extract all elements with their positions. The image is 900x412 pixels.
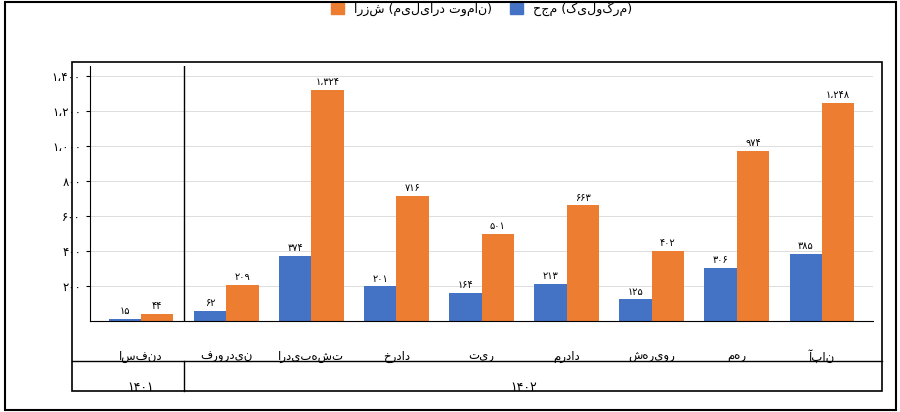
Text: ۶۶۳: ۶۶۳ (575, 193, 590, 203)
Bar (482, 234, 514, 321)
Bar (279, 256, 311, 321)
Bar (449, 293, 482, 321)
Text: ۱۴۰۲: ۱۴۰۲ (510, 381, 537, 394)
Text: ۱۶۴: ۱۶۴ (457, 280, 473, 290)
Text: آبان: آبان (809, 350, 835, 364)
Text: اسفند: اسفند (120, 350, 163, 363)
Text: خرداد: خرداد (382, 350, 410, 363)
Text: ۲۱۳: ۲۱۳ (543, 272, 558, 281)
Bar (311, 90, 344, 321)
Bar (737, 151, 769, 321)
Text: شهریور: شهریور (628, 350, 675, 363)
Text: ۱،۳۲۴: ۱،۳۲۴ (315, 77, 339, 87)
Bar (364, 286, 396, 321)
Text: تیر: تیر (469, 350, 494, 363)
Bar (141, 314, 174, 321)
Text: ۱۵: ۱۵ (120, 306, 130, 316)
Text: ۴۰۲: ۴۰۲ (660, 239, 676, 248)
Text: ۱۲۵: ۱۲۵ (627, 287, 644, 297)
Text: ۱۴۰۱: ۱۴۰۱ (128, 381, 155, 394)
Bar (705, 268, 737, 321)
Text: ۳۷۴: ۳۷۴ (287, 243, 303, 253)
Text: ۱،۲۴۸: ۱،۲۴۸ (826, 90, 850, 101)
Bar (619, 300, 652, 321)
Text: اردیبهشت: اردیبهشت (278, 350, 345, 363)
Text: ۹۷۴: ۹۷۴ (745, 138, 760, 148)
Bar (535, 284, 567, 321)
Text: ۲۰۱: ۲۰۱ (373, 274, 388, 283)
Text: فروردین: فروردین (200, 350, 252, 363)
Legend: ارزش (میلیارد تومان), حجم (کیلوگرم): ارزش (میلیارد تومان), حجم (کیلوگرم) (331, 1, 632, 16)
Text: ۴۴: ۴۴ (152, 301, 163, 311)
Text: ۳۰۶: ۳۰۶ (713, 255, 728, 265)
Bar (567, 205, 599, 321)
Bar (822, 103, 854, 321)
Text: ۶۲: ۶۲ (205, 298, 215, 308)
Text: مرداد: مرداد (554, 350, 580, 363)
Text: مهر: مهر (727, 350, 746, 363)
Bar (396, 196, 428, 321)
Bar (226, 285, 258, 321)
Bar (194, 311, 226, 321)
Text: ۲۰۹: ۲۰۹ (235, 272, 250, 282)
Bar (789, 254, 822, 321)
Text: ۳۸۵: ۳۸۵ (798, 241, 814, 251)
Text: ۷۱۶: ۷۱۶ (405, 183, 420, 194)
Bar (109, 319, 141, 321)
Bar (652, 251, 684, 321)
Text: ۵۰۱: ۵۰۱ (490, 221, 506, 231)
